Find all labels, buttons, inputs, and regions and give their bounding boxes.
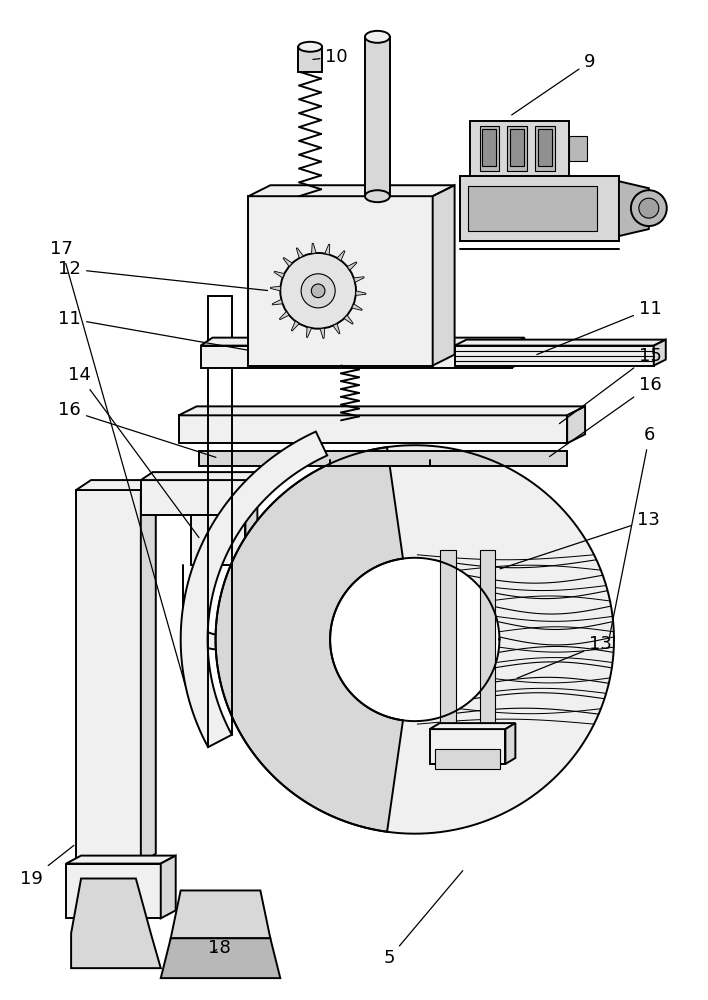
Polygon shape: [344, 315, 353, 324]
Ellipse shape: [215, 445, 614, 834]
Text: 15: 15: [559, 347, 662, 424]
Polygon shape: [249, 185, 455, 196]
Bar: [469, 121, 569, 176]
Text: 19: 19: [21, 845, 74, 888]
Polygon shape: [355, 291, 366, 295]
Text: 17: 17: [50, 240, 185, 685]
Polygon shape: [66, 864, 161, 918]
Bar: [76, 490, 141, 864]
Polygon shape: [506, 723, 515, 764]
Bar: [298, 47, 322, 72]
Polygon shape: [513, 338, 525, 368]
Circle shape: [301, 274, 335, 308]
Polygon shape: [246, 507, 258, 565]
Ellipse shape: [365, 190, 390, 202]
Text: 12: 12: [58, 260, 268, 291]
Bar: [467, 186, 597, 231]
Polygon shape: [455, 340, 666, 346]
Bar: [479, 550, 496, 739]
Polygon shape: [141, 480, 156, 864]
Polygon shape: [161, 856, 176, 918]
Bar: [200, 346, 513, 368]
Bar: [199, 451, 567, 466]
Bar: [482, 129, 496, 166]
Polygon shape: [333, 324, 340, 334]
Polygon shape: [307, 327, 312, 337]
Text: 18: 18: [207, 939, 231, 957]
Ellipse shape: [298, 42, 322, 52]
Text: 9: 9: [512, 53, 595, 115]
Polygon shape: [215, 447, 403, 832]
Polygon shape: [433, 185, 455, 366]
Polygon shape: [347, 262, 357, 270]
Polygon shape: [274, 271, 285, 278]
Polygon shape: [272, 299, 282, 305]
Bar: [508, 126, 527, 171]
Ellipse shape: [365, 31, 390, 43]
Bar: [538, 129, 552, 166]
Bar: [435, 749, 501, 769]
Circle shape: [280, 253, 356, 329]
Polygon shape: [141, 480, 256, 515]
Polygon shape: [66, 856, 176, 864]
Polygon shape: [337, 251, 345, 261]
Bar: [430, 729, 506, 764]
Bar: [455, 346, 653, 366]
Polygon shape: [297, 248, 303, 258]
Polygon shape: [325, 244, 330, 255]
Bar: [249, 196, 433, 366]
Bar: [440, 550, 456, 739]
Circle shape: [639, 198, 659, 218]
Circle shape: [631, 190, 667, 226]
Circle shape: [312, 284, 325, 298]
Polygon shape: [76, 480, 156, 490]
Bar: [459, 176, 619, 241]
Bar: [178, 415, 567, 443]
Polygon shape: [430, 723, 515, 729]
Bar: [365, 37, 390, 196]
Polygon shape: [283, 258, 292, 266]
Polygon shape: [178, 406, 585, 415]
Polygon shape: [320, 328, 325, 338]
Text: 6: 6: [610, 426, 655, 637]
Text: 11: 11: [537, 300, 662, 355]
Polygon shape: [270, 286, 280, 291]
Polygon shape: [291, 321, 299, 331]
Bar: [510, 129, 525, 166]
Polygon shape: [71, 879, 161, 968]
Polygon shape: [352, 304, 362, 310]
Polygon shape: [183, 615, 252, 649]
Polygon shape: [141, 472, 268, 480]
Polygon shape: [161, 938, 280, 978]
Bar: [190, 515, 246, 565]
Ellipse shape: [330, 558, 499, 721]
Polygon shape: [354, 277, 364, 282]
Polygon shape: [653, 340, 666, 366]
Polygon shape: [619, 181, 649, 236]
Text: 5: 5: [383, 871, 463, 967]
Bar: [535, 126, 555, 171]
Bar: [479, 126, 499, 171]
Polygon shape: [181, 432, 327, 747]
Text: 14: 14: [68, 366, 199, 538]
Text: 16: 16: [549, 376, 662, 457]
Bar: [569, 136, 587, 161]
Polygon shape: [171, 890, 270, 938]
Text: 11: 11: [58, 310, 248, 350]
Text: 13: 13: [517, 635, 612, 678]
Polygon shape: [312, 243, 316, 254]
Polygon shape: [200, 338, 525, 346]
Text: 10: 10: [313, 48, 348, 66]
Text: 13: 13: [500, 511, 660, 569]
Text: 16: 16: [58, 401, 216, 457]
Polygon shape: [567, 406, 585, 443]
Polygon shape: [280, 311, 289, 320]
